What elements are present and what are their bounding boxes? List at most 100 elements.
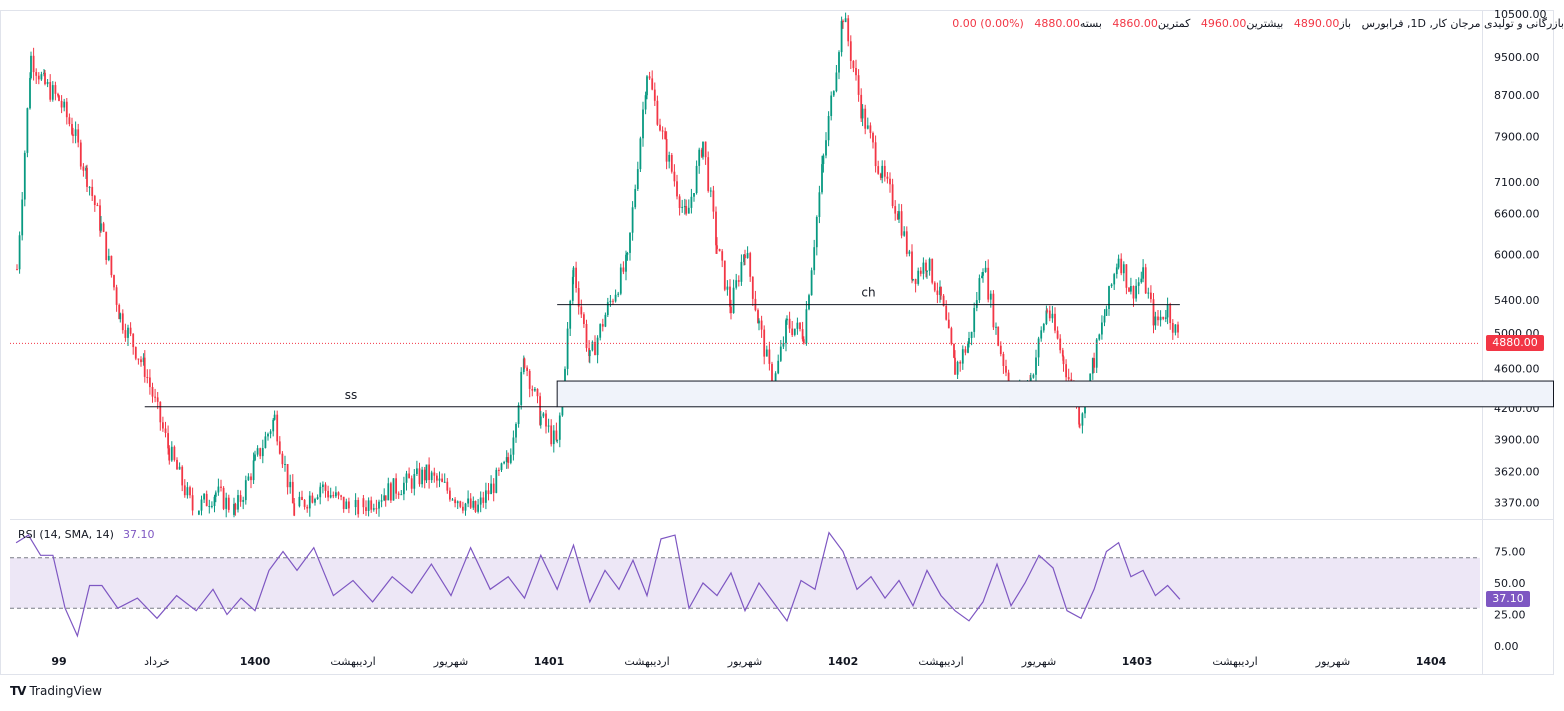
candle-body	[636, 169, 639, 189]
candle-body	[387, 483, 390, 501]
candle-body	[539, 416, 542, 425]
candle-body	[644, 95, 647, 110]
candle-body	[629, 232, 631, 253]
candle-body	[1098, 334, 1101, 340]
candle-body	[1054, 313, 1056, 331]
time-tick-label: شهریور	[727, 655, 762, 668]
price-tick-label: 7900.00	[1494, 130, 1540, 143]
candle-body	[539, 396, 541, 425]
candle-body	[68, 117, 71, 124]
candle-body	[1120, 258, 1123, 274]
candle-body	[545, 413, 547, 427]
candle-body	[842, 20, 844, 22]
candle-body	[314, 499, 316, 503]
candle-body	[256, 448, 259, 455]
candle-body	[403, 482, 405, 495]
candle-body	[953, 343, 955, 358]
candle-body	[872, 133, 874, 143]
candle-body	[961, 349, 964, 364]
candle-body	[556, 439, 559, 441]
candle-body	[284, 464, 286, 465]
candle-body	[612, 300, 614, 302]
candle-body	[928, 258, 931, 271]
candle-body	[267, 433, 269, 437]
candle-body	[869, 125, 872, 133]
time-tick-label: خرداد	[144, 655, 170, 668]
candle-body	[664, 131, 667, 140]
candle-body	[639, 138, 642, 170]
candle-body	[30, 55, 32, 78]
time-tick-label: اردیبهشت	[918, 655, 963, 668]
candle-body	[1142, 267, 1144, 279]
tradingview-logo-icon: TV	[10, 684, 27, 698]
candle-body	[718, 249, 721, 252]
candle-body	[690, 196, 693, 208]
candle-body	[512, 437, 515, 455]
candle-body	[1130, 286, 1132, 292]
candle-body	[536, 388, 539, 397]
candle-body	[181, 466, 184, 486]
candle-body	[1144, 267, 1147, 294]
candle-body	[213, 496, 216, 506]
candle-body	[367, 500, 370, 511]
candle-body	[625, 254, 627, 272]
candle-body	[1147, 292, 1150, 294]
candle-body	[765, 349, 768, 357]
candle-body	[86, 167, 88, 187]
candle-body	[936, 290, 939, 295]
candle-body	[115, 287, 118, 305]
candle-body	[400, 494, 403, 496]
candle-body	[500, 463, 503, 471]
candle-body	[273, 414, 276, 420]
candle-body	[911, 251, 913, 280]
time-tick-label: اردیبهشت	[624, 655, 669, 668]
candle-body	[609, 300, 612, 303]
candle-body	[517, 405, 520, 424]
candle-body	[306, 506, 309, 509]
candle-body	[495, 469, 498, 493]
candle-body	[441, 478, 443, 482]
time-tick-label: 1400	[240, 655, 271, 668]
candle-body	[168, 448, 171, 461]
candle-body	[786, 318, 788, 321]
candle-body	[316, 497, 319, 499]
candle-body	[459, 501, 462, 507]
candle-body	[788, 318, 791, 329]
candle-body	[956, 361, 959, 375]
candle-body	[903, 231, 906, 236]
tradingview-brand[interactable]: TV TradingView	[10, 684, 102, 698]
candle-body	[26, 108, 29, 153]
candle-body	[737, 280, 740, 282]
candle-body	[1048, 310, 1051, 319]
candle-body	[1177, 324, 1179, 333]
candle-body	[278, 441, 281, 454]
candle-body	[490, 483, 492, 495]
candle-body	[378, 501, 380, 509]
candle-body	[281, 453, 284, 465]
candle-body	[964, 349, 967, 353]
demand-zone-upper	[556, 380, 1554, 408]
candle-body	[577, 288, 580, 307]
candle-body	[254, 454, 256, 461]
candle-body	[477, 504, 479, 512]
time-tick-label: 1404	[1416, 655, 1447, 668]
candle-body	[443, 481, 446, 483]
candle-body	[520, 371, 523, 405]
candle-body	[329, 495, 332, 498]
candle-body	[162, 422, 164, 429]
candle-body	[852, 61, 855, 69]
candle-body	[751, 276, 754, 299]
candle-body	[269, 431, 272, 434]
brand-name: TradingView	[29, 684, 102, 698]
candle-body	[709, 190, 712, 192]
candle-body	[46, 82, 49, 85]
candle-body	[997, 326, 1000, 346]
candle-body	[421, 469, 423, 485]
candle-body	[57, 93, 59, 96]
candle-body	[1061, 350, 1064, 357]
candle-body	[860, 94, 863, 119]
candle-body	[276, 414, 279, 442]
candle-body	[1051, 313, 1054, 319]
candle-body	[732, 287, 735, 313]
